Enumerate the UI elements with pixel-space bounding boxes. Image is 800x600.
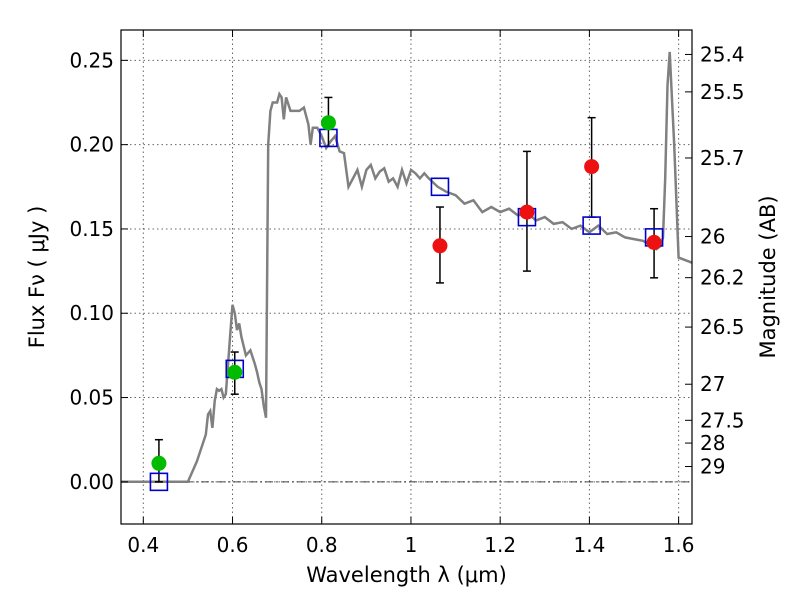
- nir-point: [584, 159, 600, 175]
- y-tick-label: 0.25: [69, 48, 114, 72]
- mag-tick-label: 26.2: [700, 266, 745, 290]
- mag-tick-label: 26.5: [700, 315, 745, 339]
- mag-tick-label: 26: [700, 225, 725, 249]
- y-axis-right-label: Magnitude (AB): [756, 195, 780, 358]
- grid: [121, 30, 692, 524]
- x-axis-label: Wavelength λ (μm): [306, 563, 507, 587]
- model-point: [149, 472, 169, 492]
- x-tick-label: 1: [405, 533, 418, 557]
- y-tick-label: 0.00: [69, 470, 114, 494]
- mag-tick-label: 25.5: [700, 80, 745, 104]
- x-tick-label: 1.4: [573, 533, 605, 557]
- model-point: [582, 216, 601, 235]
- mag-tick-label: 25.4: [700, 42, 745, 66]
- mag-tick-label: 25.7: [700, 146, 745, 170]
- data-marks: [149, 96, 664, 492]
- y-axis-label: Flux Fν ( μJy ): [25, 206, 49, 349]
- y-tick-label: 0.15: [69, 217, 114, 241]
- axis-ticks: 0.4 0.6 0.8 1 1.2 1.4 1.6 0.00 0.05 0.10 0.15 0.20 0…: [69, 30, 745, 557]
- plot-frame: [120, 29, 693, 525]
- optical-point: [320, 115, 336, 131]
- model-point: [430, 177, 450, 197]
- x-tick-label: 1.6: [663, 533, 695, 557]
- x-tick-label: 1.2: [484, 533, 516, 557]
- sed-model-curve: [121, 51, 693, 484]
- mag-tick-label: 28: [700, 431, 725, 455]
- mag-tick-label: 27.5: [700, 408, 745, 432]
- x-tick-label: 0.4: [127, 533, 159, 557]
- y-tick-label: 0.20: [69, 133, 114, 157]
- optical-point: [151, 455, 167, 471]
- y-tick-label: 0.05: [69, 386, 114, 410]
- y-tick-label: 0.10: [69, 301, 114, 325]
- nir-point: [519, 204, 535, 220]
- optical-point: [227, 364, 243, 380]
- x-tick-label: 0.6: [217, 533, 249, 557]
- nir-point: [646, 234, 662, 250]
- mag-tick-label: 27: [700, 372, 725, 396]
- nir-point: [432, 238, 448, 254]
- mag-tick-label: 29: [700, 455, 725, 479]
- x-tick-label: 0.8: [306, 533, 338, 557]
